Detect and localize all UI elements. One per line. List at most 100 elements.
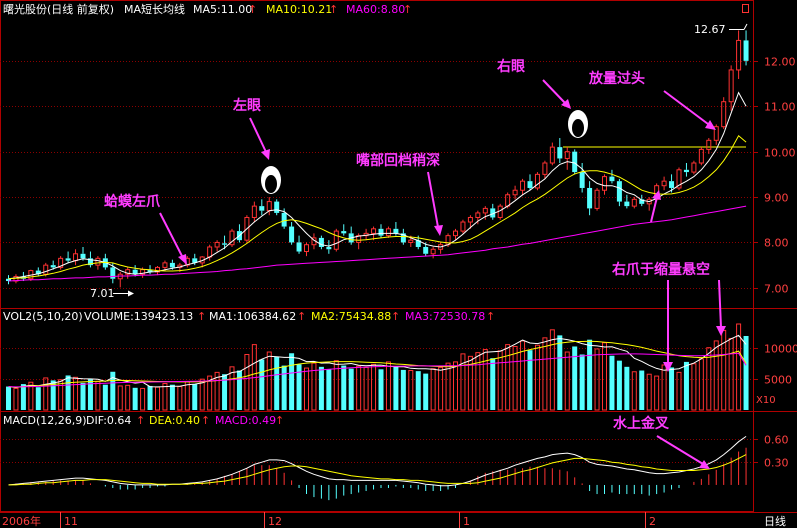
volume-bar-down — [50, 380, 56, 410]
candle — [542, 160, 548, 179]
candle-body-up — [125, 269, 131, 275]
volume-bar-down — [296, 364, 302, 410]
candle — [564, 147, 570, 170]
arrow-mouth — [427, 171, 439, 228]
candle — [400, 228, 406, 245]
candle-body-down — [393, 228, 399, 234]
ma3-volume-line — [8, 352, 747, 388]
candle — [624, 194, 630, 209]
candle-body-down — [222, 243, 228, 245]
volume-bar-up — [58, 379, 64, 411]
stock-title: 曙光股份(日线 前复权) — [3, 2, 114, 16]
y-tick-label: 10000 — [764, 343, 797, 356]
x-label-m3: 1 — [463, 515, 470, 528]
candle — [117, 271, 123, 288]
volume-bar-down — [557, 335, 563, 410]
volume-bar-up — [385, 361, 391, 411]
candle-body-down — [423, 246, 429, 254]
volume-bar-up — [162, 382, 168, 411]
candle — [289, 222, 295, 245]
volume-bar-down — [326, 369, 332, 410]
volume-bar-up — [95, 381, 101, 411]
volume-bar-down — [259, 359, 265, 410]
annotation-left-claw: 蛤蟆左爪 — [104, 193, 161, 210]
candle-body-up — [43, 264, 49, 275]
volume-bar-up — [661, 364, 667, 411]
candle-body-down — [274, 201, 280, 213]
candle — [333, 228, 339, 252]
candle — [631, 197, 637, 209]
candle — [87, 251, 93, 268]
volume-bar-up — [333, 360, 339, 411]
indicator-name: MA短长均线 — [124, 2, 185, 16]
candle-body-down — [378, 228, 384, 236]
window-scroll-box[interactable] — [742, 4, 749, 13]
volume-bar-down — [318, 366, 324, 410]
volume-bar-down — [348, 368, 354, 410]
candle-body-up — [207, 246, 213, 258]
right-eye-marker — [568, 110, 588, 138]
candle — [6, 275, 11, 285]
volume-bar-down — [683, 361, 689, 410]
candle — [721, 97, 727, 129]
candle-body-up — [162, 262, 168, 268]
macd-label: MACD(12,26,9) — [3, 414, 87, 427]
candle-body-down — [572, 151, 578, 173]
candle — [616, 178, 622, 207]
candle-body-up — [453, 230, 458, 237]
volume-bar-up — [453, 361, 458, 411]
main-header: 曙光股份(日线 前复权) MA短长均线 MA5:11.00 ↑ MA10:10.… — [3, 2, 412, 16]
annotation-water-cross: 水上金叉 — [613, 415, 670, 432]
arrowhead-volume-spike — [716, 326, 726, 336]
volume-bar-down — [579, 354, 585, 410]
candle-body-down — [415, 240, 421, 247]
candle-body-down — [132, 269, 138, 275]
candle-body-up — [706, 139, 712, 150]
candle — [132, 265, 138, 277]
candle — [229, 228, 235, 247]
candle — [683, 163, 689, 177]
arrow-right-claw-up — [650, 196, 658, 223]
volume-bar-up — [534, 344, 540, 411]
volume-bar-down — [102, 384, 108, 410]
candle-body-up — [691, 162, 697, 173]
candle — [534, 172, 540, 191]
x-label-m2: 12 — [268, 515, 282, 528]
arrow-left-eye — [249, 117, 267, 153]
ma5-readout: MA5:11.00 — [193, 3, 252, 16]
volume-bar-up — [706, 347, 712, 411]
ma2-readout: MA2:75434.88 — [311, 310, 391, 323]
macd-header: MACD(12,26,9) DIF:0.64 ↑ DEA:0.40 ↑ MACD… — [3, 414, 284, 427]
volume-bar-down — [490, 358, 496, 410]
volume-bar-up — [505, 344, 511, 411]
candle — [341, 224, 347, 236]
left-eye-pupil — [265, 175, 277, 193]
volume-unit-label: X10 — [756, 395, 776, 406]
y-tick-label: 9.00 — [764, 192, 789, 205]
candle — [244, 215, 250, 243]
volume-bar-up — [207, 375, 213, 411]
candle — [639, 194, 645, 207]
candle — [65, 251, 71, 263]
high-mark-hook — [743, 23, 748, 30]
candle — [318, 235, 324, 250]
ma10-line — [8, 135, 747, 280]
volume-bar-down — [415, 371, 421, 410]
candle — [259, 199, 265, 216]
candle — [296, 235, 302, 254]
volume-bar-down — [192, 384, 198, 410]
volume-readout: VOLUME:139423.13 — [84, 310, 193, 323]
volume-bar-up — [430, 368, 436, 411]
volume-bar-down — [20, 384, 26, 410]
volume-bar-down — [147, 385, 153, 410]
candle — [363, 228, 369, 241]
candle — [691, 160, 697, 175]
candle — [214, 240, 220, 252]
volume-bar-down — [289, 353, 295, 410]
volume-bar-down — [378, 369, 384, 410]
volume-bar-down — [587, 339, 593, 410]
candle-body-down — [669, 181, 675, 188]
candle-body-down — [6, 278, 11, 282]
y-tick-label: 0.60 — [764, 434, 789, 447]
volume-bar-down — [527, 350, 533, 410]
